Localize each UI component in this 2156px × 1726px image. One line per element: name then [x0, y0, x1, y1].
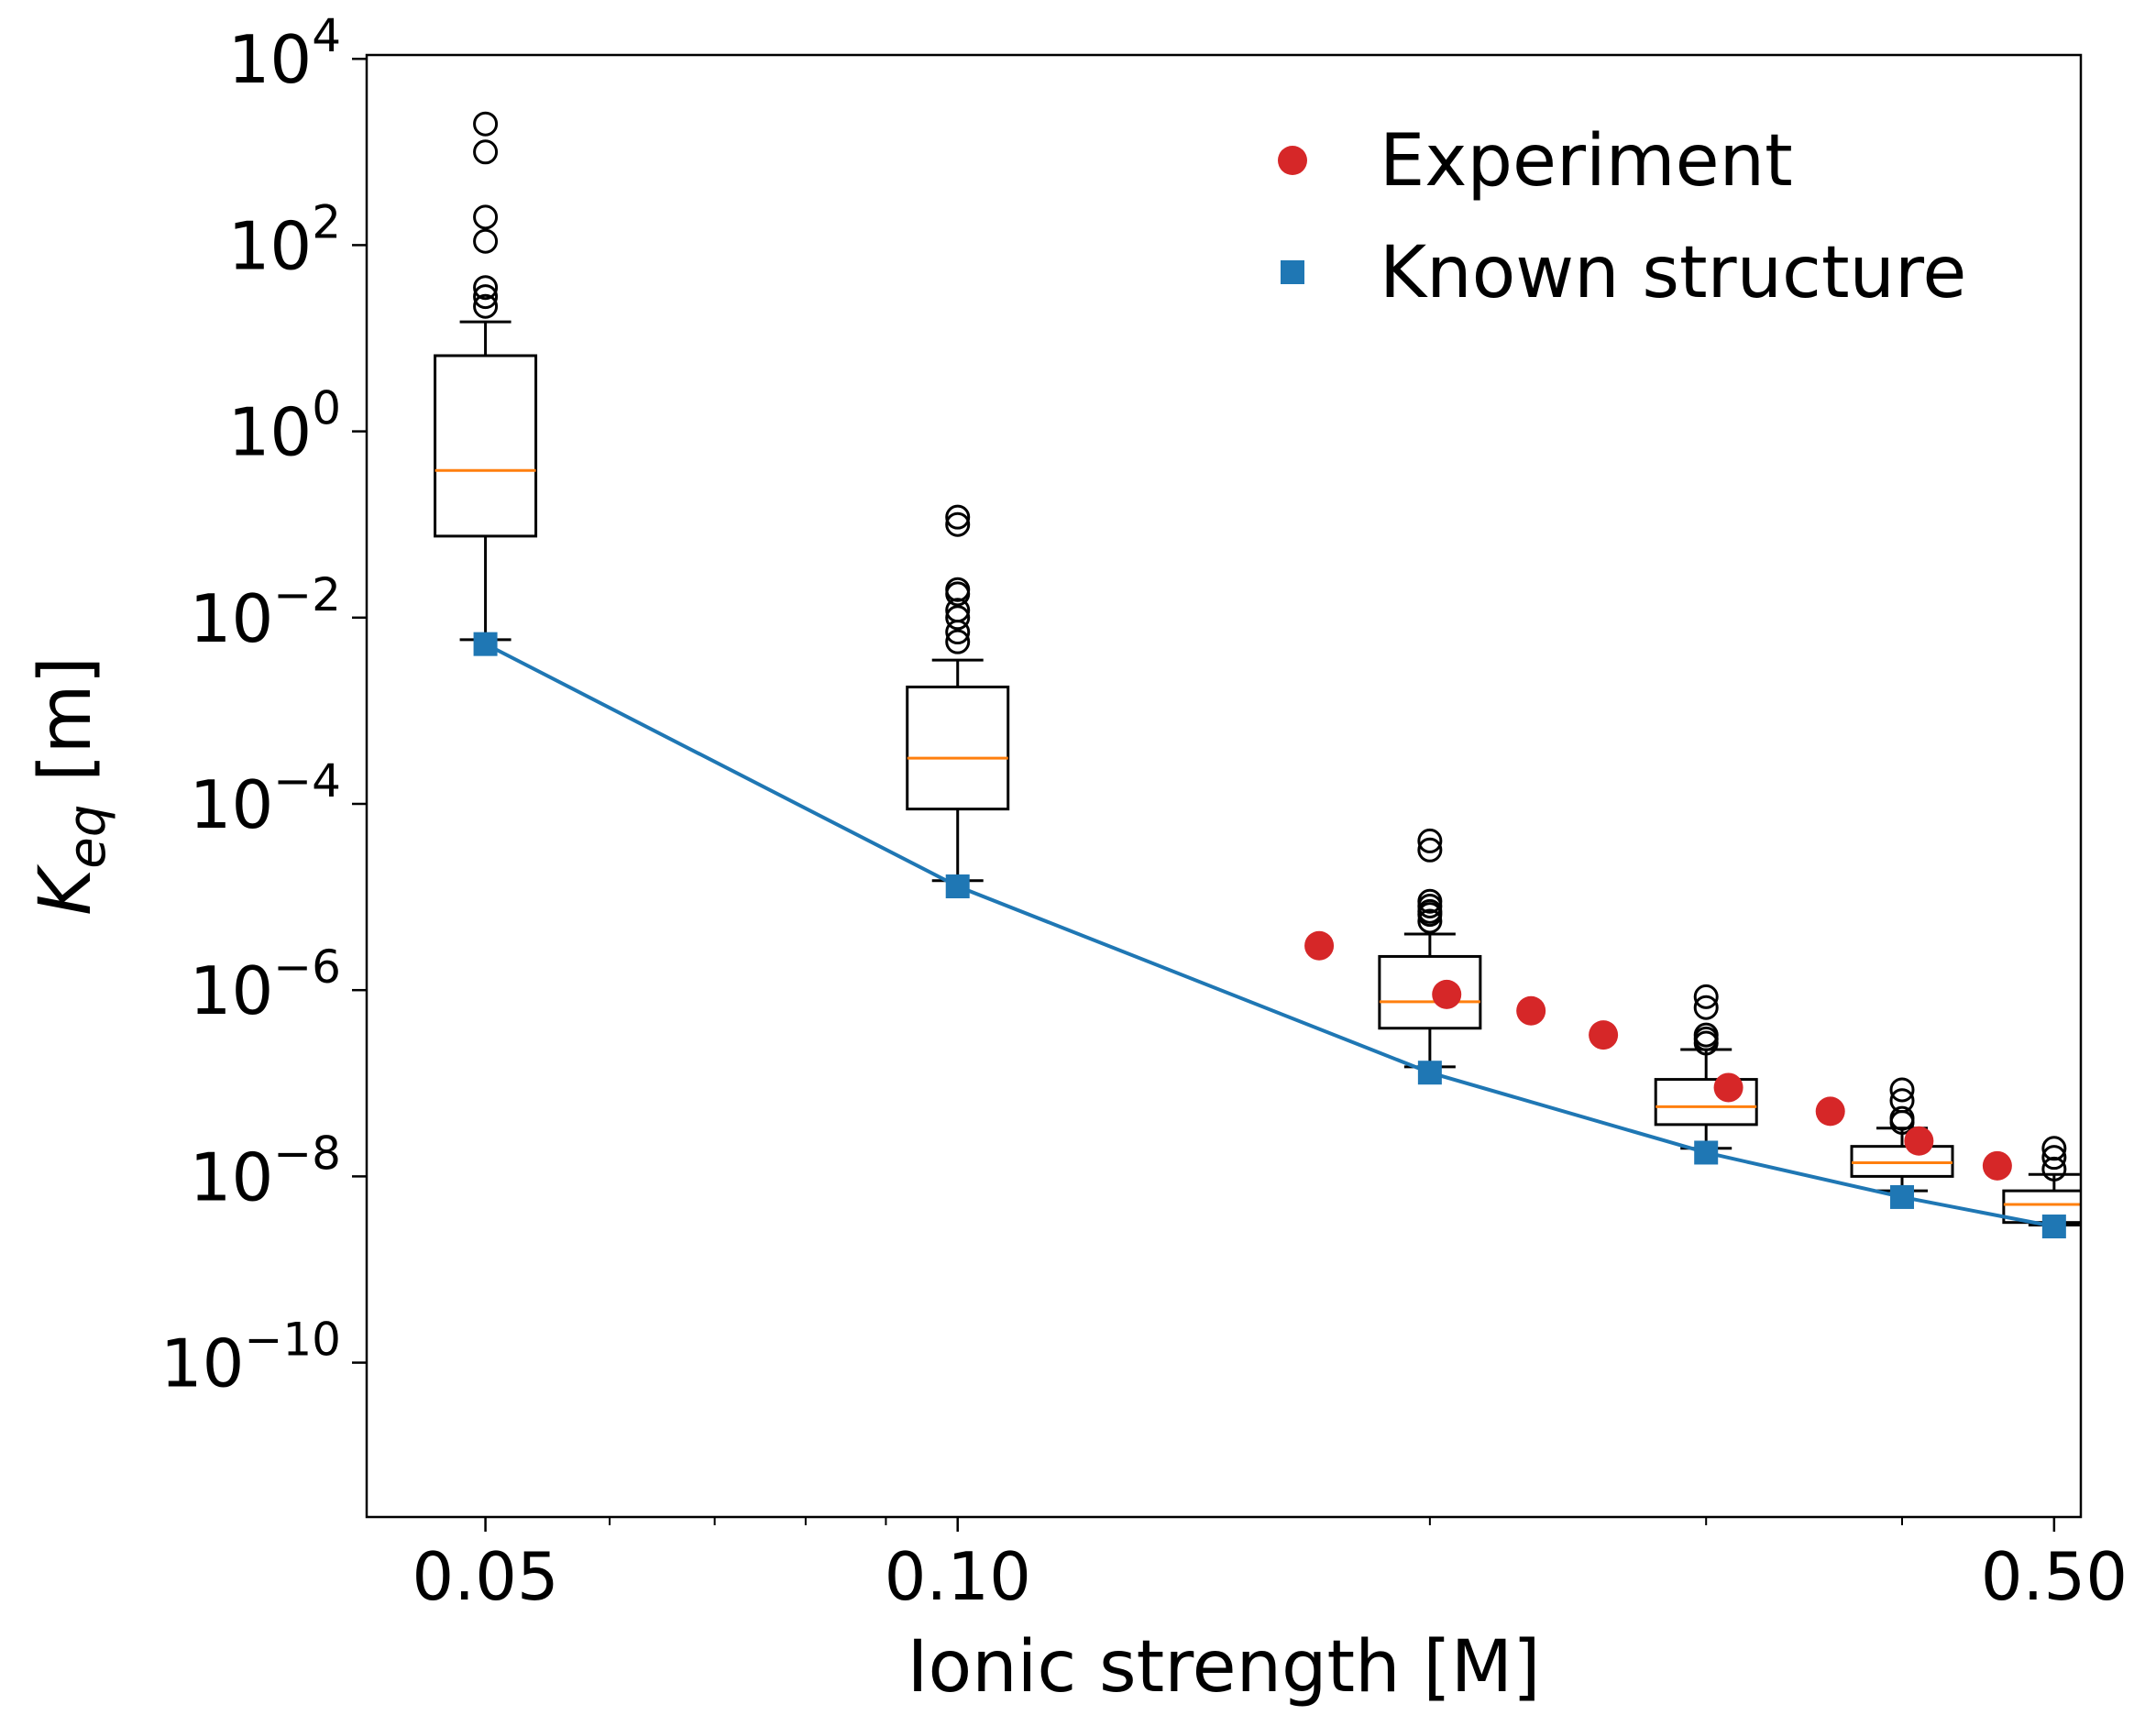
- known-structure-point: [473, 632, 498, 656]
- box-body: [434, 354, 538, 538]
- legend-label: Experiment: [1380, 120, 1793, 203]
- y-axis-label: Keq [m]: [25, 656, 117, 916]
- box-3: [1654, 984, 1758, 1150]
- outlier-point: [2041, 1145, 2067, 1171]
- y-tick-label: 100: [228, 382, 341, 471]
- outlier-point: [473, 228, 499, 254]
- experiment-point: [1713, 1072, 1744, 1103]
- box-2: [1378, 828, 1482, 1069]
- outlier-point: [1693, 1030, 1719, 1056]
- box-1: [906, 504, 1010, 883]
- box-4: [1850, 1077, 1954, 1193]
- y-tick-label: 102: [228, 195, 341, 284]
- outlier-point: [945, 504, 971, 530]
- legend: Experiment Known structure: [1278, 120, 1966, 314]
- box-0: [434, 111, 538, 642]
- outlier-point: [473, 204, 499, 230]
- outlier-point: [473, 293, 499, 319]
- legend-label: Known structure: [1380, 232, 1966, 314]
- y-tick-label: 104: [228, 9, 341, 98]
- box-5: [2002, 1136, 2081, 1227]
- outlier-point: [945, 605, 971, 631]
- outlier-point: [945, 629, 971, 654]
- axes: 0.05 0.10 0.50 104 102 100 10−2 10−4 10−6 10−8 10−…: [25, 9, 2128, 1709]
- box-body: [906, 685, 1010, 811]
- plot-area: [434, 111, 2081, 1239]
- outlier-point: [473, 284, 499, 310]
- known-structure-line: [484, 642, 2055, 1228]
- known-structure-point: [1417, 1061, 1442, 1085]
- experiment-point: [1589, 1020, 1619, 1050]
- outlier-point: [473, 139, 499, 165]
- outlier-point: [1417, 902, 1443, 928]
- outlier-point: [473, 111, 499, 137]
- outlier-point: [1889, 1109, 1915, 1135]
- box-body: [1654, 1078, 1758, 1127]
- x-tick-label: 0.10: [885, 1538, 1031, 1615]
- experiment-point: [1304, 930, 1335, 961]
- legend-marker-known-structure: [1281, 260, 1304, 284]
- outlier-point: [945, 581, 971, 607]
- box-body: [1850, 1145, 1954, 1178]
- outlier-point: [1889, 1077, 1915, 1103]
- experiment-point: [1904, 1126, 1934, 1156]
- y-tick-label: 10−10: [160, 1314, 341, 1402]
- known-structure-point: [2041, 1215, 2066, 1239]
- y-tick-label: 10−8: [190, 1127, 341, 1215]
- known-structure-point: [1890, 1184, 1915, 1209]
- plot-frame: [365, 53, 2083, 1519]
- outlier-point: [945, 511, 971, 537]
- known-structure-point: [1694, 1140, 1719, 1165]
- y-tick-label: 10−6: [190, 940, 341, 1029]
- outlier-point: [1693, 984, 1719, 1009]
- outlier-point: [1417, 828, 1443, 853]
- y-tick-label: 10−4: [190, 754, 341, 843]
- x-axis-label: Ionic strength [M]: [908, 1626, 1541, 1709]
- known-structure-point: [945, 874, 970, 899]
- x-tick-label: 0.05: [412, 1538, 558, 1615]
- experiment-point: [1516, 995, 1546, 1026]
- outlier-point: [1417, 908, 1443, 934]
- experiment-point: [1432, 979, 1462, 1009]
- y-tick-label: 10−2: [190, 568, 341, 657]
- outlier-point: [945, 620, 971, 645]
- experiment-point: [1815, 1096, 1845, 1127]
- outlier-point: [1417, 837, 1443, 863]
- outlier-point: [1693, 995, 1719, 1020]
- x-tick-label: 0.50: [1981, 1538, 2128, 1615]
- experiment-point: [1982, 1150, 2012, 1181]
- box-body: [1378, 954, 1482, 1030]
- outlier-point: [2041, 1156, 2067, 1182]
- legend-marker-experiment: [1278, 146, 1307, 175]
- outlier-point: [473, 275, 499, 301]
